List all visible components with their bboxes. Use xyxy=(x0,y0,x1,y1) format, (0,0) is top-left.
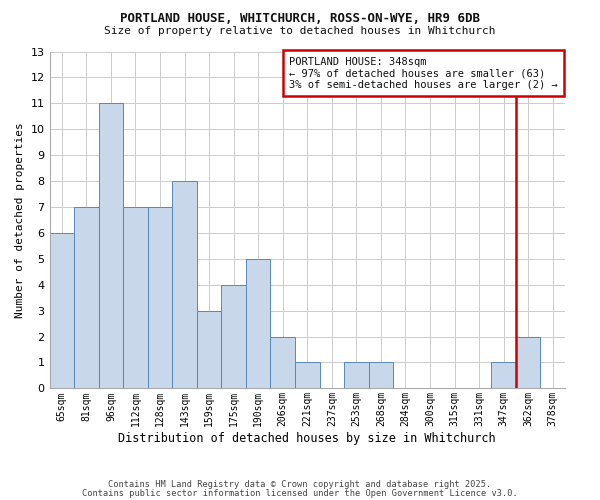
Bar xyxy=(491,362,516,388)
Bar xyxy=(344,362,368,388)
X-axis label: Distribution of detached houses by size in Whitchurch: Distribution of detached houses by size … xyxy=(118,432,496,445)
Bar xyxy=(246,259,271,388)
Bar xyxy=(516,336,541,388)
Text: Size of property relative to detached houses in Whitchurch: Size of property relative to detached ho… xyxy=(104,26,496,36)
Bar xyxy=(74,207,98,388)
Bar xyxy=(368,362,393,388)
Bar xyxy=(172,181,197,388)
Y-axis label: Number of detached properties: Number of detached properties xyxy=(15,122,25,318)
Text: PORTLAND HOUSE: 348sqm
← 97% of detached houses are smaller (63)
3% of semi-deta: PORTLAND HOUSE: 348sqm ← 97% of detached… xyxy=(289,56,558,90)
Text: Contains public sector information licensed under the Open Government Licence v3: Contains public sector information licen… xyxy=(82,488,518,498)
Bar xyxy=(148,207,172,388)
Bar xyxy=(271,336,295,388)
Text: PORTLAND HOUSE, WHITCHURCH, ROSS-ON-WYE, HR9 6DB: PORTLAND HOUSE, WHITCHURCH, ROSS-ON-WYE,… xyxy=(120,12,480,26)
Bar xyxy=(295,362,320,388)
Bar xyxy=(50,233,74,388)
Bar xyxy=(123,207,148,388)
Bar xyxy=(221,284,246,389)
Bar xyxy=(98,104,123,389)
Text: Contains HM Land Registry data © Crown copyright and database right 2025.: Contains HM Land Registry data © Crown c… xyxy=(109,480,491,489)
Bar xyxy=(197,310,221,388)
